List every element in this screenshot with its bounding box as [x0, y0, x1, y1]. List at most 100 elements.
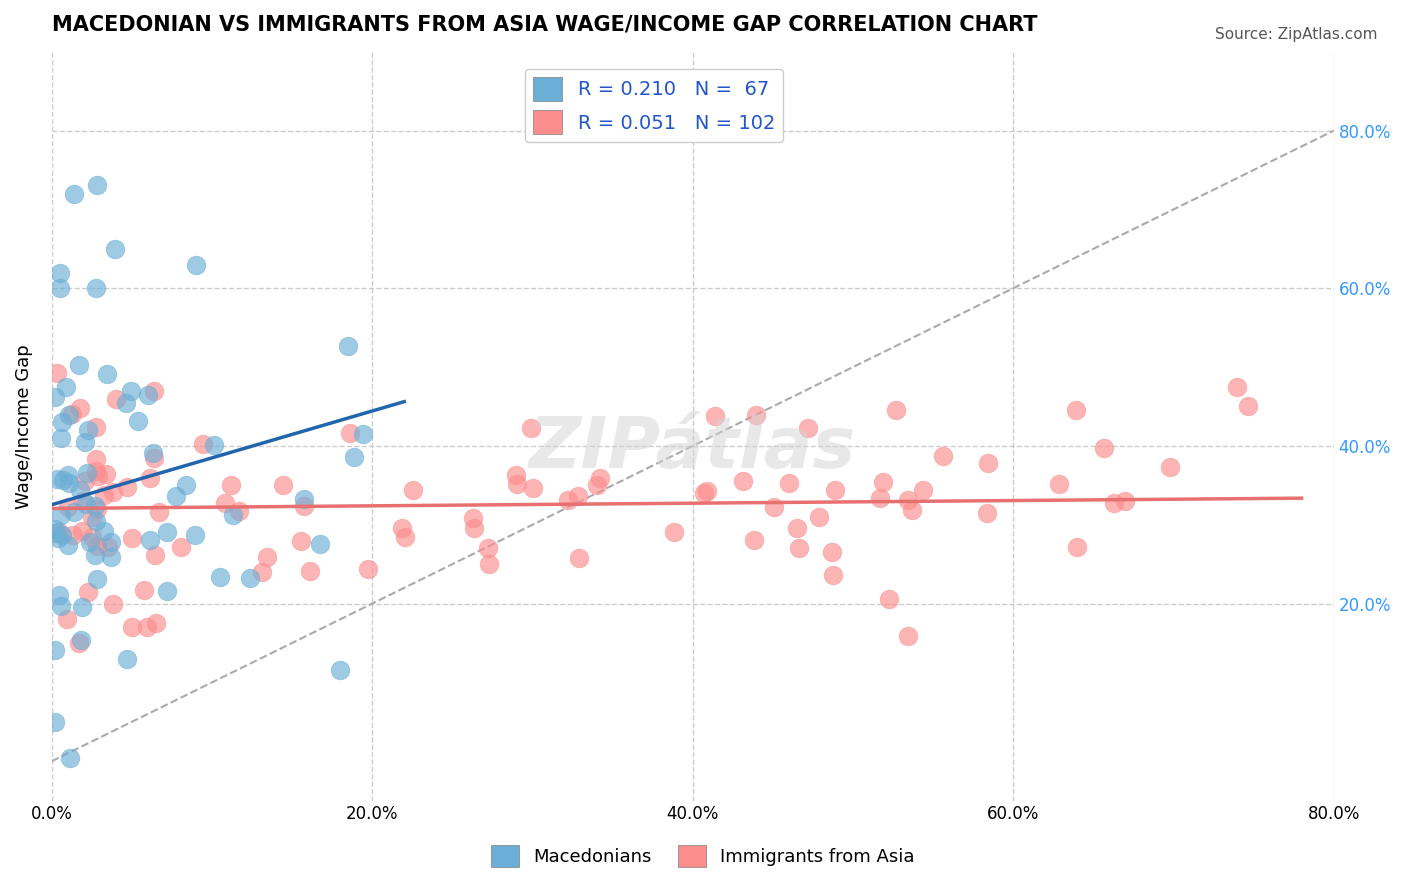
Immigrants from Asia	[290, 533, 312, 548]
Macedonians	[174, 478, 197, 492]
Macedonians	[44, 390, 66, 404]
Immigrants from Asia	[1064, 403, 1087, 417]
Immigrants from Asia	[742, 533, 765, 548]
Immigrants from Asia	[75, 474, 97, 488]
Immigrants from Asia	[786, 521, 808, 535]
Immigrants from Asia	[84, 420, 107, 434]
Immigrants from Asia	[56, 612, 79, 626]
Immigrants from Asia	[762, 500, 785, 514]
Macedonians	[58, 475, 80, 490]
Macedonians	[104, 242, 127, 256]
Immigrants from Asia	[897, 492, 920, 507]
Macedonians	[93, 524, 115, 539]
Immigrants from Asia	[219, 477, 242, 491]
Macedonians	[49, 281, 72, 295]
Immigrants from Asia	[56, 500, 79, 514]
Macedonians	[138, 388, 160, 402]
Immigrants from Asia	[588, 471, 610, 485]
Immigrants from Asia	[391, 521, 413, 535]
Macedonians	[343, 450, 366, 465]
Immigrants from Asia	[1226, 380, 1249, 394]
Immigrants from Asia	[339, 426, 361, 441]
Immigrants from Asia	[1092, 442, 1115, 456]
Immigrants from Asia	[586, 478, 609, 492]
Macedonians	[186, 258, 208, 272]
Immigrants from Asia	[693, 485, 716, 500]
Immigrants from Asia	[84, 464, 107, 478]
Immigrants from Asia	[662, 524, 685, 539]
Macedonians	[117, 652, 139, 666]
Macedonians	[165, 489, 187, 503]
Macedonians	[120, 384, 142, 399]
Immigrants from Asia	[461, 511, 484, 525]
Immigrants from Asia	[62, 527, 84, 541]
Immigrants from Asia	[86, 539, 108, 553]
Macedonians	[51, 508, 73, 523]
Immigrants from Asia	[97, 540, 120, 554]
Macedonians	[44, 525, 66, 540]
Macedonians	[63, 186, 86, 201]
Immigrants from Asia	[394, 530, 416, 544]
Macedonians	[239, 571, 262, 585]
Immigrants from Asia	[778, 475, 800, 490]
Immigrants from Asia	[797, 421, 820, 435]
Immigrants from Asia	[1102, 496, 1125, 510]
Immigrants from Asia	[93, 488, 115, 502]
Immigrants from Asia	[72, 493, 94, 508]
Immigrants from Asia	[67, 636, 90, 650]
Macedonians	[76, 466, 98, 480]
Macedonians	[83, 500, 105, 514]
Immigrants from Asia	[82, 510, 104, 524]
Immigrants from Asia	[1047, 477, 1070, 491]
Macedonians	[69, 483, 91, 497]
Immigrants from Asia	[193, 437, 215, 451]
Immigrants from Asia	[70, 524, 93, 538]
Immigrants from Asia	[250, 566, 273, 580]
Immigrants from Asia	[897, 630, 920, 644]
Immigrants from Asia	[292, 499, 315, 513]
Immigrants from Asia	[256, 549, 278, 564]
Immigrants from Asia	[522, 481, 544, 495]
Immigrants from Asia	[824, 483, 846, 497]
Macedonians	[79, 535, 101, 549]
Immigrants from Asia	[80, 530, 103, 544]
Immigrants from Asia	[299, 564, 322, 578]
Macedonians	[84, 281, 107, 295]
Macedonians	[51, 528, 73, 542]
Immigrants from Asia	[45, 367, 67, 381]
Macedonians	[96, 367, 118, 381]
Immigrants from Asia	[733, 474, 755, 488]
Macedonians	[352, 427, 374, 442]
Macedonians	[73, 434, 96, 449]
Text: ZIPátlas: ZIPátlas	[529, 414, 856, 483]
Immigrants from Asia	[1066, 541, 1088, 555]
Macedonians	[114, 396, 136, 410]
Immigrants from Asia	[703, 409, 725, 424]
Immigrants from Asia	[136, 620, 159, 634]
Immigrants from Asia	[104, 392, 127, 406]
Immigrants from Asia	[821, 545, 844, 559]
Immigrants from Asia	[1159, 459, 1181, 474]
Macedonians	[86, 178, 108, 193]
Immigrants from Asia	[143, 451, 166, 466]
Immigrants from Asia	[134, 582, 156, 597]
Immigrants from Asia	[505, 467, 527, 482]
Immigrants from Asia	[101, 484, 124, 499]
Immigrants from Asia	[170, 541, 193, 555]
Macedonians	[59, 751, 82, 765]
Immigrants from Asia	[869, 491, 891, 505]
Immigrants from Asia	[76, 584, 98, 599]
Macedonians	[44, 522, 66, 536]
Immigrants from Asia	[214, 496, 236, 510]
Macedonians	[70, 600, 93, 615]
Macedonians	[44, 643, 66, 657]
Macedonians	[45, 472, 67, 486]
Macedonians	[55, 380, 77, 394]
Immigrants from Asia	[121, 532, 143, 546]
Immigrants from Asia	[96, 467, 118, 482]
Immigrants from Asia	[901, 503, 924, 517]
Macedonians	[156, 524, 179, 539]
Macedonians	[76, 423, 98, 437]
Immigrants from Asia	[145, 616, 167, 631]
Immigrants from Asia	[48, 524, 70, 539]
